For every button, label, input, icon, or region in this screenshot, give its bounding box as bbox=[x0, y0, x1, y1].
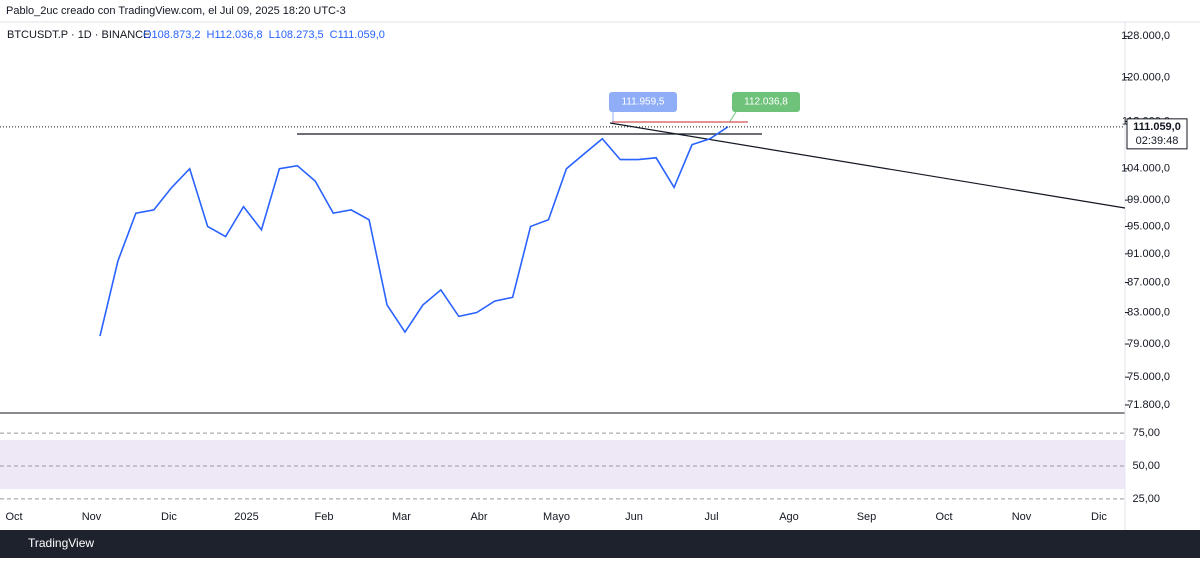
last-price-label: 111.059,0 bbox=[1133, 121, 1181, 133]
x-tick-label: Dic bbox=[161, 511, 177, 523]
price-line bbox=[99, 126, 729, 337]
y-tick-label: 120.000,0 bbox=[1121, 71, 1170, 83]
symbol: BTCUSDT.P · 1D · BINANCE bbox=[7, 29, 150, 41]
x-tick-label: Dic bbox=[1091, 511, 1107, 523]
y-tick-label: 75.000,0 bbox=[1127, 371, 1170, 383]
y-tick-label: 87.000,0 bbox=[1127, 276, 1170, 288]
x-tick-label: Ago bbox=[779, 511, 799, 523]
y-tick-label: 128.000,0 bbox=[1121, 30, 1170, 42]
x-tick-label: Oct bbox=[5, 511, 22, 523]
annotation-box bbox=[732, 92, 800, 112]
trend-line bbox=[609, 122, 1126, 209]
header-bar bbox=[0, 0, 1200, 22]
last-price-tag bbox=[1126, 118, 1188, 150]
x-tick-label: Nov bbox=[1012, 511, 1032, 523]
x-tick-label: 2025 bbox=[234, 511, 258, 523]
x-tick-label: Abr bbox=[470, 511, 487, 523]
rsi-tick-label: 25,00 bbox=[1132, 493, 1160, 505]
y-tick-label: 83.000,0 bbox=[1127, 306, 1170, 318]
y-tick-label: 104.000,0 bbox=[1121, 163, 1170, 175]
rsi-tick-label: 75,00 bbox=[1132, 427, 1160, 439]
y-tick-label: 99.000,0 bbox=[1127, 194, 1170, 206]
countdown: 02:39:48 bbox=[1136, 135, 1179, 147]
annotation-label: 111.959,5 bbox=[621, 97, 664, 108]
y-tick-label: 95.000,0 bbox=[1127, 220, 1170, 232]
rsi-tick-label: 50,00 bbox=[1132, 460, 1160, 472]
x-tick-label: Mayo bbox=[543, 511, 570, 523]
y-tick-label: 71.800,0 bbox=[1127, 399, 1170, 411]
footer-bar bbox=[0, 530, 1200, 558]
x-tick-label: Oct bbox=[935, 511, 952, 523]
annotation-box bbox=[609, 92, 677, 112]
rsi-band bbox=[0, 440, 1125, 489]
annotation-pointer bbox=[729, 111, 737, 122]
x-tick-label: Jun bbox=[625, 511, 643, 523]
y-tick-label: 91.000,0 bbox=[1127, 248, 1170, 260]
ohlc-value: C111.059,0 bbox=[330, 29, 385, 41]
x-tick-label: Nov bbox=[82, 511, 102, 523]
x-tick-label: Sep bbox=[857, 511, 877, 523]
header-title: Pablo_2uc creado con TradingView.com, el… bbox=[6, 5, 346, 17]
ohlc-value: O108.873,2 bbox=[143, 29, 201, 41]
ohlc-value: L108.273,5 bbox=[269, 29, 324, 41]
footer-brand: TradingView bbox=[28, 536, 94, 550]
y-tick-label: 79.000,0 bbox=[1127, 338, 1170, 350]
x-tick-label: Mar bbox=[392, 511, 411, 523]
annotation-label: 112.036,8 bbox=[744, 97, 788, 108]
ohlc-value: H112.036,8 bbox=[207, 29, 263, 41]
x-tick-label: Jul bbox=[704, 511, 718, 523]
x-tick-label: Feb bbox=[315, 511, 334, 523]
